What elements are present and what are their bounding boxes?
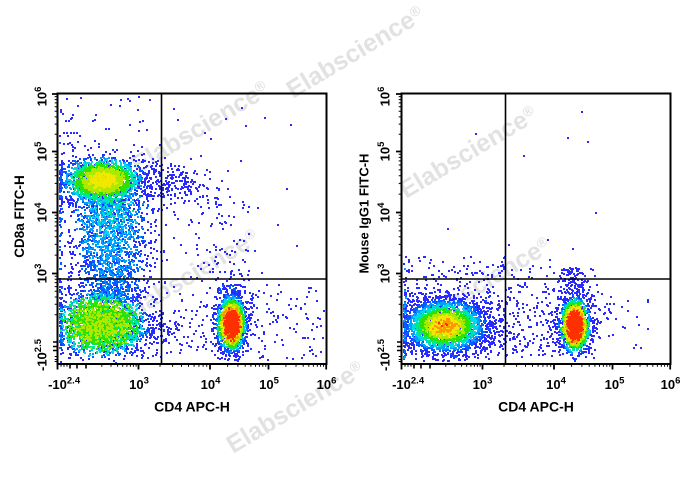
svg-text:104: 104 xyxy=(33,202,50,222)
svg-text:106: 106 xyxy=(33,87,50,107)
svg-text:CD4 APC-H: CD4 APC-H xyxy=(154,399,230,415)
svg-text:Elabscience®: Elabscience® xyxy=(222,355,370,459)
svg-text:Elabscience®: Elabscience® xyxy=(395,100,543,204)
svg-text:104: 104 xyxy=(546,376,566,393)
svg-text:105: 105 xyxy=(33,141,50,161)
svg-text:-102.5: -102.5 xyxy=(33,338,50,371)
svg-text:104: 104 xyxy=(201,376,221,393)
svg-text:105: 105 xyxy=(259,376,279,393)
svg-text:106: 106 xyxy=(376,87,393,107)
svg-text:Mouse IgG1 FITC-H: Mouse IgG1 FITC-H xyxy=(357,154,372,274)
svg-text:104: 104 xyxy=(376,202,393,222)
svg-text:103: 103 xyxy=(473,376,493,393)
svg-text:103: 103 xyxy=(376,264,393,284)
svg-text:-102.5: -102.5 xyxy=(376,338,393,371)
svg-text:105: 105 xyxy=(605,376,625,393)
svg-text:-102.4: -102.4 xyxy=(392,376,425,393)
svg-text:Elabscience®: Elabscience® xyxy=(127,75,275,179)
svg-text:Elabscience®: Elabscience® xyxy=(282,0,430,104)
svg-text:CD4 APC-H: CD4 APC-H xyxy=(498,399,574,415)
svg-text:103: 103 xyxy=(33,264,50,284)
svg-text:105: 105 xyxy=(376,141,393,161)
svg-text:106: 106 xyxy=(661,376,681,393)
svg-text:103: 103 xyxy=(129,376,149,393)
svg-text:-102.4: -102.4 xyxy=(48,376,81,393)
svg-text:CD8a FITC-H: CD8a FITC-H xyxy=(12,175,27,258)
